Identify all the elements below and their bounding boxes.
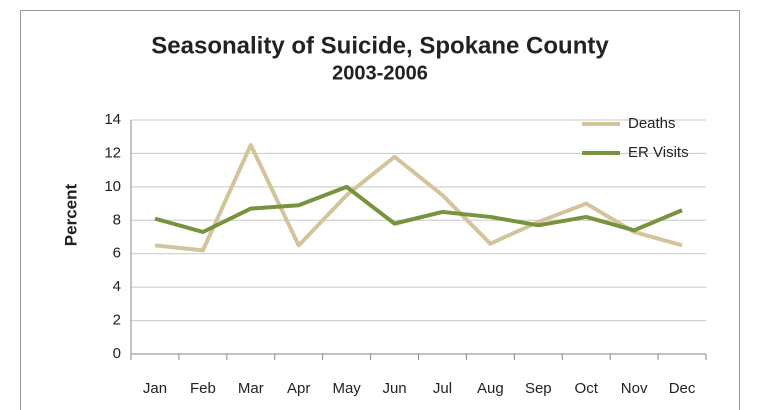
y-tick-label: 2: [113, 312, 121, 329]
y-axis-label: Percent: [61, 183, 80, 246]
y-tick-label: 0: [113, 345, 121, 362]
x-tick-label: Jan: [143, 380, 167, 397]
y-tick-label: 14: [104, 111, 121, 128]
x-tick-label: Dec: [669, 380, 696, 397]
legend-label: ER Visits: [628, 144, 689, 161]
x-tick-label: Sep: [525, 380, 552, 397]
x-tick-label: Oct: [575, 380, 599, 397]
x-tick-label: Nov: [621, 380, 648, 397]
x-tick-label: Feb: [190, 380, 216, 397]
chart-subtitle: 2003-2006: [332, 62, 428, 84]
legend-label: Deaths: [628, 115, 676, 132]
series-line: [154, 184, 683, 234]
x-tick-label: Aug: [477, 380, 504, 397]
series-line: [154, 143, 683, 253]
y-tick-label: 4: [113, 278, 121, 295]
x-tick-label: Apr: [287, 380, 310, 397]
y-tick-label: 8: [113, 211, 121, 228]
y-tick-label: 10: [104, 178, 121, 195]
y-tick-label: 6: [113, 245, 121, 262]
x-tick-label: May: [332, 380, 361, 397]
y-tick-label: 12: [104, 144, 121, 161]
chart-title: Seasonality of Suicide, Spokane County: [151, 32, 609, 59]
x-tick-label: Jul: [433, 380, 452, 397]
x-tick-label: Jun: [382, 380, 406, 397]
x-tick-label: Mar: [238, 380, 264, 397]
